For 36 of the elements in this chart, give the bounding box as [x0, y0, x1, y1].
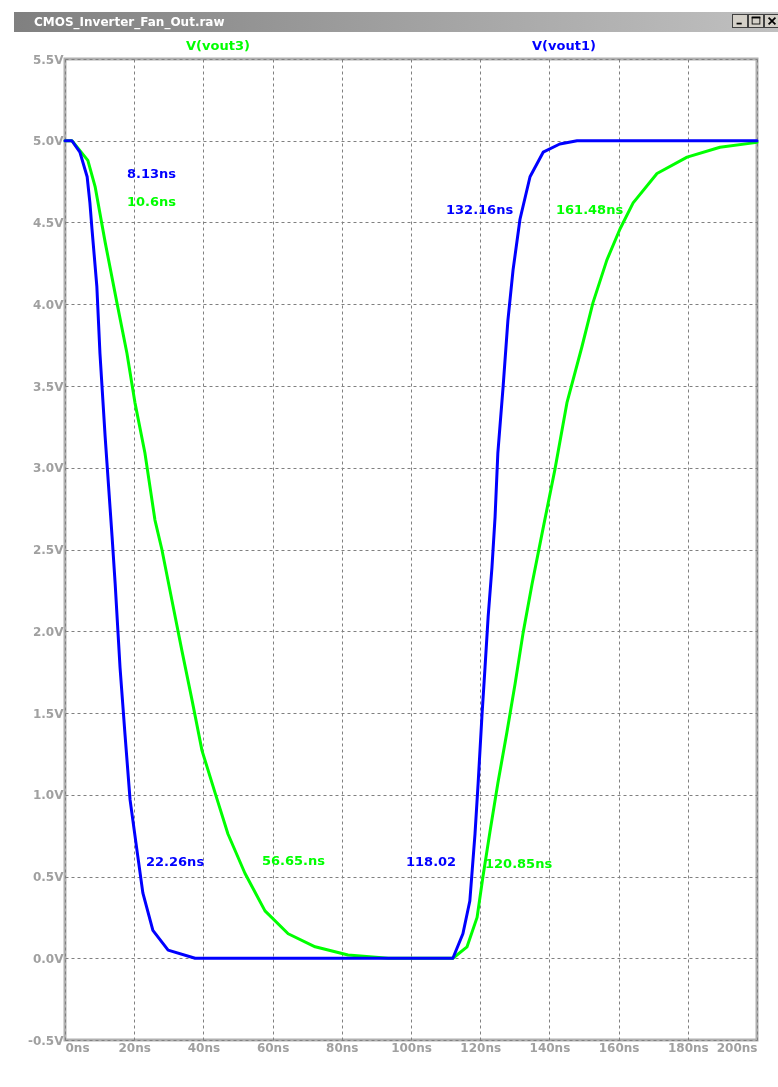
y-tick-label: 4.0V — [32, 297, 65, 312]
x-tick-label: 140ns — [529, 1040, 571, 1055]
y-tick-label: 5.0V — [32, 134, 65, 149]
annotation: 132.16ns — [446, 202, 514, 217]
annotation: 120.85ns — [485, 856, 553, 871]
annotation: 22.26ns — [146, 854, 205, 869]
y-tick-label: 4.5V — [32, 216, 65, 230]
annotation: 8.13ns — [127, 166, 177, 181]
x-tick-label: 100ns — [391, 1040, 432, 1055]
x-tick-label: 180ns — [667, 1040, 709, 1055]
x-tick-label: 60ns — [256, 1040, 290, 1055]
x-tick-label: 20ns — [118, 1040, 151, 1055]
y-tick-label: 5.5V — [32, 52, 65, 67]
x-tick-label: 160ns — [598, 1040, 640, 1055]
y-tick-label: 3.0V — [32, 461, 65, 476]
annotation: 56.65.ns — [262, 853, 326, 868]
annotation: 10.6ns — [127, 194, 177, 209]
text: V(vout1) — [532, 38, 596, 53]
text: V(vout3) — [186, 38, 250, 53]
chart-title: CMOS_Inverter_Fan_Out.raw — [34, 15, 225, 29]
y-tick-label: 2.5V — [32, 543, 65, 557]
annotation: 118.02 — [406, 854, 457, 869]
y-tick-label: 3.5V — [32, 379, 65, 394]
y-tick-label: 0.0V — [32, 951, 65, 966]
x-tick-label: 200ns — [716, 1040, 758, 1055]
x-tick-label: 0ns — [65, 1040, 90, 1055]
x-tick-label: 40ns — [187, 1040, 221, 1055]
x-tick-label: 80ns — [326, 1040, 359, 1055]
annotation: 161.48ns — [556, 202, 624, 217]
y-tick-label: -0.5V — [27, 1033, 65, 1048]
x-tick-label: 120ns — [460, 1040, 502, 1055]
y-tick-label: 2.0V — [32, 624, 65, 639]
line-series — [63, 139, 759, 960]
y-tick-label: 1.5V — [32, 706, 65, 721]
y-tick-label: 1.0V — [32, 788, 65, 803]
y-tick-label: 0.5V — [32, 870, 65, 884]
